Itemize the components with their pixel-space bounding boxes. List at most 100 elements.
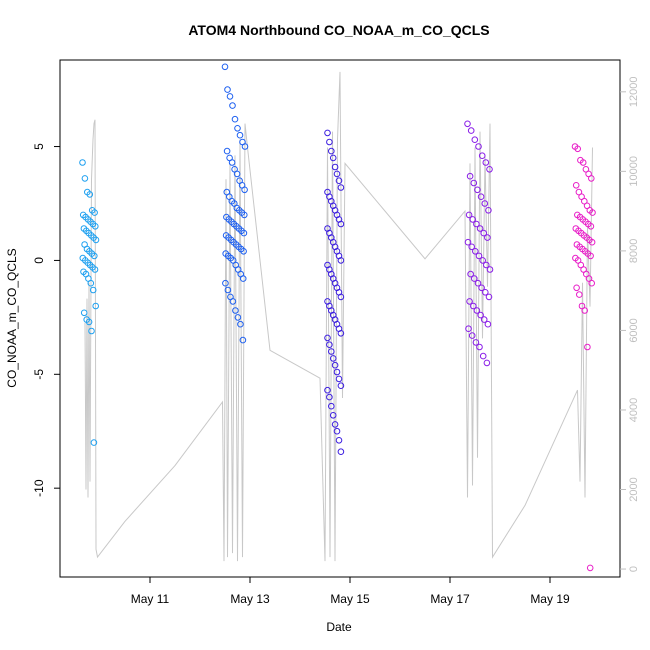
right-tick-label: 12000 — [628, 77, 640, 108]
data-point — [91, 252, 98, 260]
x-tick-label: May 13 — [230, 592, 270, 606]
right-axis: 0 2000 4000 6000 8000 10000 12000 — [620, 77, 640, 572]
data-point — [228, 159, 236, 166]
y-tick-label: 5 — [32, 143, 46, 150]
data-point — [587, 252, 594, 260]
data-point — [241, 143, 249, 150]
data-point — [486, 266, 494, 273]
data-point — [579, 159, 587, 166]
data-point — [474, 279, 482, 287]
data-point — [331, 421, 339, 428]
data-point — [324, 129, 331, 137]
data-point — [480, 229, 488, 237]
x-tick-label: May 19 — [530, 592, 570, 606]
data-point — [586, 564, 594, 572]
data-point — [241, 186, 248, 194]
data-point — [471, 275, 478, 282]
plot-frame — [59, 59, 621, 578]
data-point — [572, 182, 580, 189]
data-point — [589, 209, 596, 216]
right-tick-label: 10000 — [628, 156, 640, 187]
data-point — [475, 143, 482, 150]
data-point — [324, 386, 331, 394]
data-point — [224, 86, 231, 93]
data-point — [326, 393, 333, 401]
data-point — [574, 145, 582, 153]
data-point — [478, 152, 486, 159]
right-tick-label: 2000 — [628, 477, 640, 501]
data-point — [229, 298, 237, 305]
data-point — [581, 197, 588, 205]
data-point — [233, 170, 241, 178]
right-tick-label: 0 — [628, 566, 640, 572]
data-point — [470, 179, 478, 187]
data-point — [476, 343, 483, 351]
data-point — [485, 293, 493, 301]
data-point — [337, 257, 345, 264]
data-point — [90, 439, 98, 446]
data-point — [333, 368, 341, 376]
data-point — [329, 412, 337, 419]
data-point — [326, 138, 333, 146]
data-point — [584, 343, 591, 351]
data-point — [231, 115, 239, 123]
data-point — [477, 193, 485, 200]
data-point — [466, 172, 474, 180]
data-point — [240, 229, 248, 237]
data-point — [234, 125, 241, 132]
data-point — [337, 220, 345, 228]
data-point — [91, 266, 99, 273]
data-point — [467, 127, 475, 134]
data-point — [86, 191, 94, 198]
data-point — [335, 375, 343, 383]
flight-3-points — [324, 129, 345, 456]
y-axis: 5 0 -5 -10 — [32, 143, 60, 497]
x-tick-label: May 15 — [330, 592, 370, 606]
data-point — [465, 211, 473, 219]
data-point — [478, 284, 485, 292]
data-point — [481, 200, 489, 207]
data-point — [588, 175, 595, 182]
data-point — [472, 248, 479, 255]
data-point — [328, 147, 335, 155]
data-point — [88, 327, 95, 335]
data-point — [241, 211, 248, 219]
right-tick-label: 4000 — [628, 398, 640, 422]
data-point — [222, 279, 229, 287]
x-tick-label: May 17 — [430, 592, 470, 606]
data-point — [232, 307, 239, 314]
y-tick-label: -10 — [32, 479, 46, 497]
data-point — [484, 320, 492, 328]
data-point — [337, 293, 345, 301]
data-point — [92, 236, 100, 244]
x-tick-label: May 11 — [131, 592, 170, 606]
data-point — [473, 220, 480, 228]
data-point — [476, 225, 484, 232]
data-point — [337, 184, 345, 191]
data-point — [482, 159, 490, 166]
right-tick-label: 8000 — [628, 239, 640, 263]
data-point — [226, 93, 234, 100]
data-point — [329, 154, 337, 162]
data-point — [480, 316, 488, 323]
data-point — [329, 355, 337, 362]
data-point — [472, 339, 480, 346]
y-axis-label: CO_NOAA_m_CO_QCLS — [5, 248, 19, 387]
data-point — [92, 223, 99, 230]
data-point — [331, 361, 339, 369]
data-point — [236, 131, 244, 139]
data-point — [576, 291, 583, 298]
data-point — [467, 270, 474, 278]
data-point — [486, 166, 493, 173]
data-point — [466, 298, 473, 305]
data-point — [229, 102, 236, 109]
flight-2-points — [221, 63, 249, 344]
data-point — [333, 170, 341, 178]
data-point — [234, 314, 242, 321]
data-point — [464, 120, 471, 128]
data-point — [588, 238, 596, 246]
data-point — [239, 275, 247, 282]
data-point — [479, 352, 487, 360]
data-point — [333, 427, 341, 435]
